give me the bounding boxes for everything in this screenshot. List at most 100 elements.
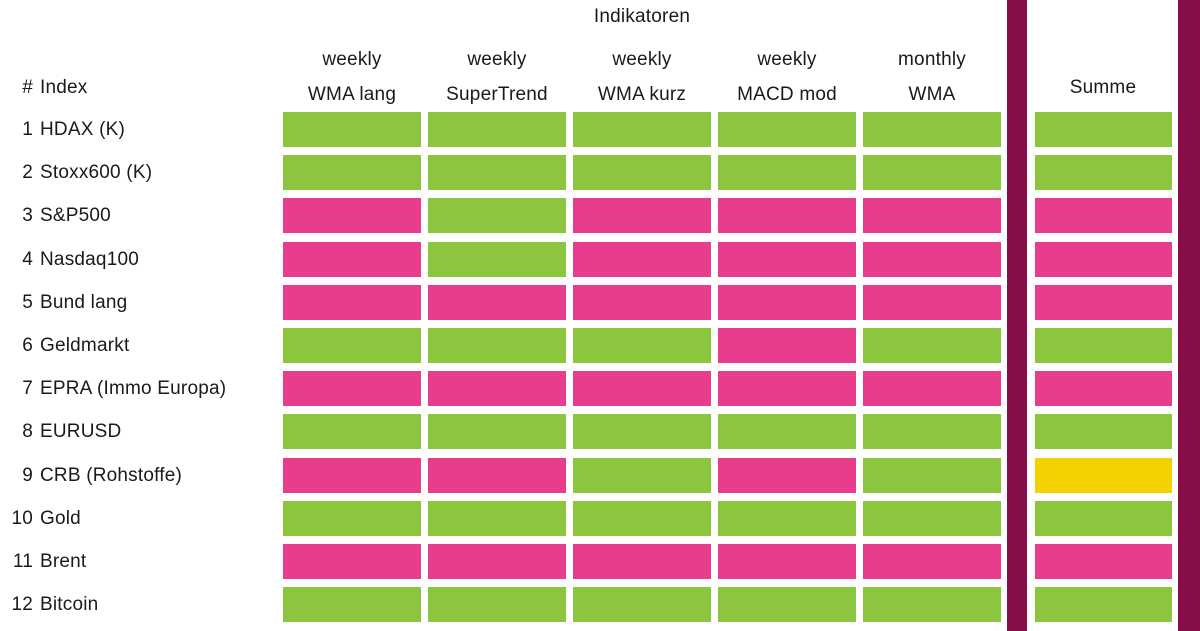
table-row: 4 Nasdaq100: [0, 241, 1200, 285]
signal-cell-monthly-wma: [863, 241, 1001, 277]
signal-cell-wma-lang: [283, 112, 421, 147]
signal-cell-wma-lang: [283, 198, 421, 234]
table-row: 7 EPRA (Immo Europa): [0, 371, 1200, 414]
signal-cell-supertrend: [428, 198, 566, 234]
signal-cell-summe: [1035, 414, 1172, 450]
signal-cell-supertrend: [428, 414, 566, 450]
signal-cell-supertrend: [428, 587, 566, 623]
column-header-wma-kurz: weekly WMA kurz: [567, 42, 717, 112]
signal-cell-summe: [1035, 587, 1172, 623]
row-number: 5: [22, 291, 33, 313]
signal-cell-monthly-wma: [863, 198, 1001, 234]
signal-cell-wma-lang: [283, 414, 421, 450]
signal-cell-wma-lang: [283, 543, 421, 579]
right-border-bar: [1178, 0, 1200, 631]
column-header-macd-mod: weekly MACD mod: [712, 42, 862, 112]
column-header-timeframe: weekly: [467, 49, 527, 70]
row-label: S&P500: [40, 205, 111, 227]
table-row: 10 Gold: [0, 500, 1200, 544]
signal-cell-supertrend: [428, 112, 566, 147]
row-number: 1: [22, 119, 33, 140]
table-row: 11 Brent: [0, 543, 1200, 587]
row-number: 11: [12, 550, 33, 572]
row-label: Nasdaq100: [40, 248, 139, 270]
row-label: CRB (Rohstoffe): [40, 464, 183, 486]
signal-cell-supertrend: [428, 371, 566, 407]
signal-cell-supertrend: [428, 155, 566, 191]
row-number-column-header: #: [22, 77, 33, 98]
column-header-timeframe: weekly: [322, 49, 382, 70]
signal-cell-wma-kurz: [573, 198, 711, 234]
table-row: 9 CRB (Rohstoffe): [0, 457, 1200, 501]
signal-cell-wma-kurz: [573, 543, 711, 579]
signal-cell-macd-mod: [718, 414, 856, 450]
signal-cell-supertrend: [428, 327, 566, 363]
signal-cell-summe: [1035, 457, 1172, 493]
row-number: 7: [22, 378, 33, 400]
signal-cell-wma-kurz: [573, 241, 711, 277]
row-label: Bitcoin: [40, 594, 99, 616]
signal-cell-macd-mod: [718, 543, 856, 579]
signal-cell-wma-lang: [283, 327, 421, 363]
table-body: 1 HDAX (K) 2 Stoxx600 (K) 3 S&P500: [0, 112, 1200, 630]
signal-cell-supertrend: [428, 500, 566, 536]
row-number: 8: [22, 421, 33, 443]
signal-cell-summe: [1035, 543, 1172, 579]
row-number: 2: [22, 162, 33, 184]
signal-cell-monthly-wma: [863, 543, 1001, 579]
row-label: Gold: [40, 507, 81, 529]
column-header-indicator: WMA kurz: [597, 84, 687, 105]
table-row: 6 Geldmarkt: [0, 327, 1200, 371]
row-label: Brent: [40, 550, 87, 572]
signal-cell-summe: [1035, 500, 1172, 536]
signal-cell-monthly-wma: [863, 155, 1001, 191]
signal-cell-supertrend: [428, 284, 566, 320]
signal-cell-summe: [1035, 284, 1172, 320]
signal-cell-wma-lang: [283, 371, 421, 407]
signal-cell-monthly-wma: [863, 112, 1001, 147]
column-header-indicator: MACD mod: [737, 84, 837, 105]
signal-cell-supertrend: [428, 543, 566, 579]
signal-cell-monthly-wma: [863, 327, 1001, 363]
row-label: Stoxx600 (K): [40, 162, 153, 184]
summe-column-header: Summe: [1069, 77, 1137, 98]
signal-cell-wma-kurz: [573, 587, 711, 623]
signal-cell-monthly-wma: [863, 457, 1001, 493]
signal-cell-wma-lang: [283, 284, 421, 320]
signal-cell-macd-mod: [718, 155, 856, 191]
summe-divider-bar: [1007, 0, 1027, 631]
row-number: 3: [22, 205, 33, 227]
signal-cell-summe: [1035, 198, 1172, 234]
column-header-indicator: WMA: [908, 84, 956, 105]
signal-cell-macd-mod: [718, 457, 856, 493]
signal-cell-macd-mod: [718, 198, 856, 234]
signal-cell-macd-mod: [718, 371, 856, 407]
signal-cell-wma-lang: [283, 457, 421, 493]
signal-cell-monthly-wma: [863, 371, 1001, 407]
table-row: 2 Stoxx600 (K): [0, 155, 1200, 198]
column-header-supertrend: weekly SuperTrend: [422, 42, 572, 112]
row-label: EURUSD: [40, 421, 122, 443]
signal-cell-monthly-wma: [863, 587, 1001, 623]
signal-cell-wma-kurz: [573, 457, 711, 493]
signal-cell-monthly-wma: [863, 500, 1001, 536]
signal-cell-wma-lang: [283, 241, 421, 277]
row-label: Geldmarkt: [40, 334, 130, 356]
signal-cell-wma-lang: [283, 500, 421, 536]
row-label: EPRA (Immo Europa): [40, 378, 227, 400]
signal-cell-wma-kurz: [573, 155, 711, 191]
column-header-timeframe: weekly: [757, 49, 817, 70]
signal-cell-macd-mod: [718, 327, 856, 363]
row-label: Bund lang: [40, 291, 128, 313]
signal-cell-macd-mod: [718, 284, 856, 320]
signal-cell-summe: [1035, 155, 1172, 191]
signal-cell-summe: [1035, 327, 1172, 363]
signal-cell-summe: [1035, 371, 1172, 407]
row-number: 10: [11, 507, 33, 529]
table-row: 1 HDAX (K): [0, 112, 1200, 155]
signal-cell-monthly-wma: [863, 284, 1001, 320]
column-header-timeframe: weekly: [612, 49, 672, 70]
row-number: 12: [11, 594, 33, 616]
signal-cell-supertrend: [428, 457, 566, 493]
